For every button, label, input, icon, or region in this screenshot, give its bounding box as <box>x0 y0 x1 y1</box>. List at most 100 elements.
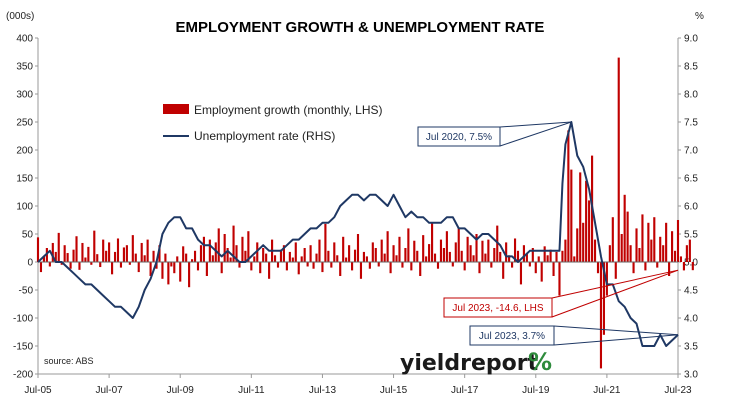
annotation-label: Jul 2023, -14.6, LHS <box>452 303 543 314</box>
employment-bar <box>647 222 650 262</box>
right-tick-label: 3.5 <box>684 342 698 353</box>
employment-bar <box>673 250 677 262</box>
left-tick-label: 200 <box>16 146 33 157</box>
employment-bar <box>502 262 505 279</box>
employment-bar <box>336 255 339 262</box>
employment-bar <box>419 262 422 276</box>
employment-bar <box>653 217 656 262</box>
employment-bar <box>525 253 528 262</box>
right-tick-label: 5.0 <box>684 258 698 269</box>
employment-bar <box>383 253 386 262</box>
employment-bar <box>90 262 93 265</box>
employment-bar <box>294 242 297 262</box>
employment-bar <box>484 253 487 262</box>
employment-bar <box>392 245 395 262</box>
employment-bar <box>454 242 457 262</box>
employment-bar <box>472 255 475 262</box>
employment-bar <box>546 255 549 262</box>
left-axis-unit: (000s) <box>6 11 34 22</box>
employment-bar <box>359 262 363 279</box>
employment-bar <box>273 255 277 262</box>
employment-bar <box>511 262 514 268</box>
employment-bar <box>81 242 84 262</box>
employment-bar <box>641 214 644 262</box>
employment-bar <box>220 262 223 274</box>
employment-bar <box>78 262 81 270</box>
employment-bar <box>244 250 247 262</box>
employment-bar <box>211 255 214 262</box>
employment-bar <box>451 262 454 267</box>
employment-bar <box>638 248 641 262</box>
chart-title: EMPLOYMENT GROWTH & UNEMPLOYMENT RATE <box>176 19 545 36</box>
right-tick-label: 4.5 <box>684 286 698 297</box>
employment-bar <box>371 242 374 262</box>
employment-bar <box>333 242 336 262</box>
right-tick-label: 7.5 <box>684 118 698 129</box>
employment-bar <box>466 236 469 262</box>
employment-bar <box>469 245 472 262</box>
employment-bar <box>158 245 161 262</box>
x-tick-label: Jul-17 <box>451 385 479 396</box>
employment-bar <box>84 257 87 262</box>
employment-bar <box>457 228 460 262</box>
employment-bar <box>516 250 520 262</box>
employment-bars <box>36 57 694 369</box>
employment-bar <box>276 262 280 268</box>
logo-wordmark: yieldreport <box>400 351 539 376</box>
x-tick-label: Jul-23 <box>664 385 692 396</box>
left-tick-label: 350 <box>16 62 33 73</box>
left-tick-label: -150 <box>13 342 33 353</box>
employment-bar <box>448 251 451 262</box>
employment-bar <box>579 172 582 262</box>
annotation-label: Jul 2023, 3.7% <box>479 331 545 342</box>
employment-bar <box>339 262 342 276</box>
employment-bar <box>490 262 493 268</box>
employment-bar <box>241 236 244 262</box>
employment-bar <box>528 262 531 267</box>
employment-bar <box>665 222 668 262</box>
employment-bar <box>460 250 463 262</box>
employment-bar <box>644 262 647 271</box>
employment-bar <box>425 256 428 262</box>
employment-bar <box>676 220 680 262</box>
employment-bar <box>585 180 588 262</box>
employment-bar <box>57 232 60 262</box>
employment-bar <box>131 235 134 262</box>
axes: 400 350 300 250 200 150 100 50 0 -50 -100 -150 -200 9… <box>13 34 698 397</box>
employment-bar <box>522 245 525 262</box>
employment-bar <box>682 262 685 271</box>
legend-swatch-employment <box>163 104 189 114</box>
annotation-peak-unemployment: Jul 2020, 7.5% <box>417 126 501 147</box>
employment-bar <box>247 231 250 262</box>
annotation-leader <box>553 325 679 336</box>
employment-bar <box>155 262 158 269</box>
employment-bar <box>513 238 517 262</box>
employment-bar <box>679 256 683 262</box>
employment-bar <box>656 262 659 268</box>
employment-bar <box>611 217 614 262</box>
employment-bar <box>558 262 561 296</box>
employment-bar <box>327 250 330 262</box>
employment-bar <box>380 239 383 262</box>
employment-bar <box>389 262 392 274</box>
employment-bar <box>487 239 490 262</box>
employment-bar <box>650 239 653 262</box>
employment-bar <box>365 256 368 262</box>
employment-bar <box>602 262 605 335</box>
employment-bar <box>691 262 694 271</box>
employment-bar <box>576 228 579 262</box>
employment-bar <box>605 262 608 296</box>
x-tick-label: Jul-09 <box>167 385 195 396</box>
x-tick-label: Jul-11 <box>238 385 265 396</box>
employment-bar <box>208 239 211 262</box>
employment-bar <box>45 248 48 262</box>
employment-bar <box>306 262 309 267</box>
employment-bar <box>72 249 75 262</box>
employment-bar <box>229 257 232 262</box>
employment-bar <box>116 238 120 262</box>
employment-bar <box>549 249 552 262</box>
employment-bar <box>377 262 380 267</box>
employment-bar <box>567 130 570 262</box>
employment-bar <box>167 262 170 285</box>
employment-bar <box>300 256 303 262</box>
